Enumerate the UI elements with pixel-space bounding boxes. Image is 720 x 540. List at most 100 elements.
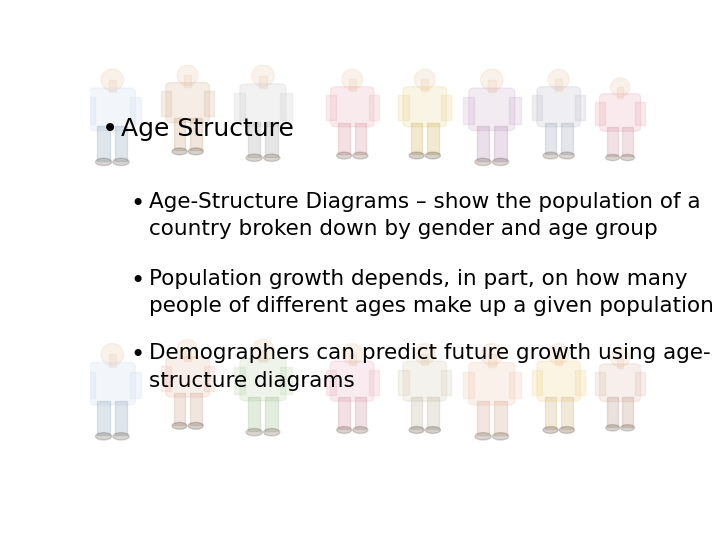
- Bar: [607, 397, 618, 427]
- Bar: [427, 397, 438, 429]
- Ellipse shape: [101, 69, 124, 91]
- Ellipse shape: [480, 343, 503, 366]
- Ellipse shape: [177, 340, 198, 360]
- Bar: [622, 397, 633, 427]
- Bar: [477, 401, 490, 435]
- FancyBboxPatch shape: [240, 359, 286, 401]
- Ellipse shape: [611, 78, 630, 97]
- Bar: [348, 79, 356, 91]
- Ellipse shape: [252, 339, 274, 361]
- Text: •: •: [130, 192, 145, 215]
- Ellipse shape: [426, 427, 441, 434]
- FancyBboxPatch shape: [89, 88, 135, 131]
- Ellipse shape: [342, 69, 363, 90]
- Bar: [114, 401, 127, 435]
- Text: Age-Structure Diagrams – show the population of a
country broken down by gender : Age-Structure Diagrams – show the popula…: [148, 192, 701, 239]
- Bar: [398, 96, 408, 120]
- Bar: [184, 76, 191, 87]
- Bar: [411, 123, 423, 154]
- Ellipse shape: [252, 65, 274, 87]
- Bar: [234, 367, 246, 394]
- Bar: [114, 126, 127, 161]
- Ellipse shape: [548, 69, 570, 90]
- Ellipse shape: [621, 154, 634, 161]
- Bar: [204, 366, 215, 390]
- Ellipse shape: [177, 65, 198, 85]
- Bar: [532, 370, 542, 395]
- Bar: [488, 80, 495, 92]
- Bar: [477, 126, 490, 161]
- Text: •: •: [102, 115, 119, 143]
- Bar: [109, 80, 116, 92]
- Bar: [248, 397, 261, 431]
- Bar: [266, 122, 278, 157]
- Bar: [281, 367, 292, 394]
- Bar: [97, 126, 110, 161]
- Bar: [184, 350, 191, 361]
- Bar: [398, 370, 408, 395]
- Ellipse shape: [172, 148, 187, 155]
- Bar: [338, 397, 350, 429]
- Ellipse shape: [543, 427, 558, 434]
- Ellipse shape: [492, 158, 508, 166]
- Bar: [635, 372, 644, 395]
- Ellipse shape: [548, 343, 570, 364]
- Ellipse shape: [264, 154, 280, 161]
- Bar: [130, 372, 141, 399]
- FancyBboxPatch shape: [403, 361, 446, 401]
- FancyBboxPatch shape: [166, 357, 210, 397]
- FancyBboxPatch shape: [240, 84, 286, 126]
- Bar: [555, 79, 562, 91]
- Ellipse shape: [606, 424, 620, 431]
- Ellipse shape: [336, 152, 351, 159]
- Ellipse shape: [414, 343, 436, 364]
- Bar: [161, 366, 171, 390]
- Bar: [427, 123, 438, 154]
- Bar: [354, 397, 366, 429]
- Bar: [109, 354, 116, 367]
- Bar: [204, 91, 215, 116]
- Bar: [369, 96, 379, 120]
- Bar: [190, 118, 202, 150]
- Bar: [259, 350, 266, 362]
- Ellipse shape: [559, 427, 575, 434]
- Bar: [84, 97, 95, 124]
- Ellipse shape: [264, 429, 280, 436]
- FancyBboxPatch shape: [166, 83, 210, 123]
- Bar: [494, 126, 507, 161]
- Ellipse shape: [409, 152, 424, 159]
- Text: Demographers can predict future growth using age-
structure diagrams: Demographers can predict future growth u…: [148, 343, 710, 390]
- Bar: [463, 372, 474, 399]
- FancyBboxPatch shape: [330, 361, 374, 401]
- Bar: [421, 354, 428, 365]
- Ellipse shape: [492, 433, 508, 440]
- Bar: [354, 123, 366, 154]
- FancyBboxPatch shape: [600, 93, 641, 131]
- Ellipse shape: [353, 152, 368, 159]
- Bar: [494, 401, 507, 435]
- Ellipse shape: [336, 427, 351, 434]
- Ellipse shape: [475, 158, 491, 166]
- Bar: [325, 96, 336, 120]
- Bar: [545, 123, 557, 154]
- FancyBboxPatch shape: [89, 362, 135, 405]
- Bar: [575, 96, 585, 120]
- Bar: [463, 97, 474, 124]
- FancyBboxPatch shape: [330, 87, 374, 127]
- Ellipse shape: [172, 422, 187, 429]
- Ellipse shape: [342, 343, 363, 364]
- Bar: [575, 370, 585, 395]
- Bar: [421, 79, 428, 91]
- Bar: [234, 93, 246, 120]
- FancyBboxPatch shape: [403, 87, 446, 127]
- Text: •: •: [130, 268, 145, 293]
- Ellipse shape: [96, 158, 112, 166]
- Ellipse shape: [96, 433, 112, 440]
- Bar: [622, 127, 633, 157]
- FancyBboxPatch shape: [469, 362, 515, 405]
- Bar: [161, 91, 171, 116]
- Bar: [281, 93, 292, 120]
- Bar: [190, 393, 202, 424]
- Bar: [259, 76, 266, 88]
- Ellipse shape: [475, 433, 491, 440]
